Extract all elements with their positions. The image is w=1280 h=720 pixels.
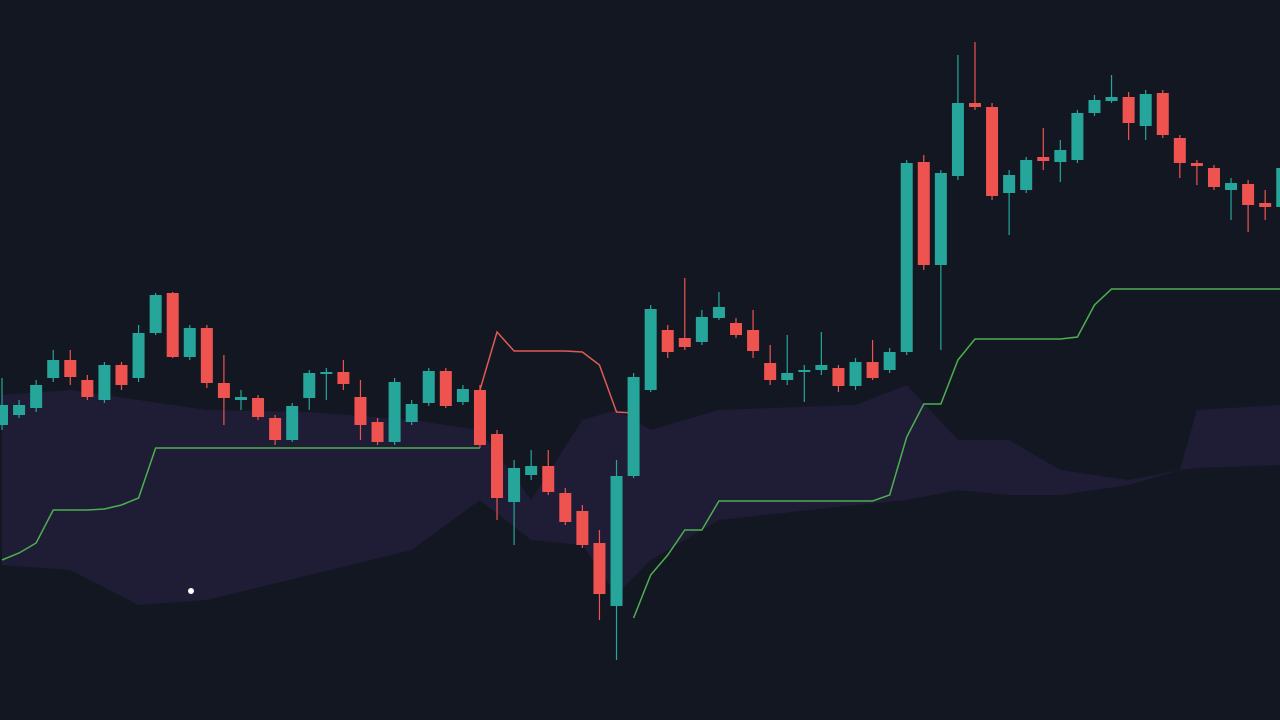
line-layer bbox=[1, 288, 1280, 619]
candle-body bbox=[1139, 94, 1152, 126]
candle-body bbox=[132, 333, 145, 378]
candle-body bbox=[286, 406, 299, 440]
candle-body bbox=[1122, 97, 1135, 123]
candle-body bbox=[593, 543, 606, 594]
candle-body bbox=[234, 397, 247, 400]
candle-body bbox=[695, 317, 708, 342]
candle-body bbox=[115, 365, 128, 385]
candle-body bbox=[354, 397, 367, 425]
candle-layer bbox=[0, 42, 1280, 660]
candle-body bbox=[525, 466, 538, 475]
candle-body bbox=[1020, 160, 1033, 190]
candle-body bbox=[798, 370, 811, 372]
candle-body bbox=[1225, 183, 1238, 190]
candle-body bbox=[644, 309, 657, 390]
candle-body bbox=[1156, 93, 1169, 135]
candle-body bbox=[456, 389, 469, 402]
candle-body bbox=[508, 468, 521, 502]
candle-body bbox=[337, 372, 350, 384]
candle-body bbox=[712, 307, 725, 318]
candle-body bbox=[951, 103, 964, 176]
candle-body bbox=[405, 404, 418, 422]
candle-body bbox=[542, 466, 555, 492]
candle-body bbox=[81, 380, 94, 397]
candle-body bbox=[866, 362, 879, 378]
candle-body bbox=[217, 383, 230, 398]
indicator-line bbox=[1, 288, 1280, 619]
candle-body bbox=[917, 162, 930, 265]
candle-body bbox=[1190, 163, 1203, 166]
candle-body bbox=[183, 328, 196, 357]
candle-body bbox=[968, 103, 981, 107]
candle-body bbox=[30, 385, 43, 408]
candle-body bbox=[13, 405, 26, 415]
candle-body bbox=[747, 330, 760, 351]
candle-body bbox=[1207, 168, 1220, 187]
candle-body bbox=[832, 368, 845, 386]
candle-body bbox=[883, 352, 896, 370]
candle-body bbox=[849, 362, 862, 386]
candle-body bbox=[491, 434, 504, 498]
candle-body bbox=[781, 373, 794, 380]
candle-body bbox=[303, 373, 316, 398]
candle-body bbox=[1242, 184, 1255, 205]
candle-body bbox=[473, 390, 486, 445]
candle-body bbox=[1105, 97, 1118, 101]
candle-body bbox=[371, 422, 384, 442]
candle-body bbox=[986, 107, 999, 196]
candle-body bbox=[422, 371, 435, 403]
candle-body bbox=[166, 293, 179, 357]
candle-body bbox=[149, 295, 162, 333]
candle-body bbox=[764, 363, 777, 380]
candle-body bbox=[252, 398, 265, 417]
candle-body bbox=[98, 365, 111, 400]
candle-body bbox=[47, 360, 60, 378]
candle-body bbox=[269, 418, 282, 440]
candle-body bbox=[1071, 113, 1084, 160]
candle-body bbox=[1088, 100, 1101, 113]
candle-body bbox=[627, 377, 640, 476]
candle-body bbox=[0, 405, 8, 425]
candle-body bbox=[320, 372, 333, 374]
candle-body bbox=[576, 511, 589, 545]
candle-body bbox=[661, 330, 674, 352]
candle-body bbox=[1259, 203, 1272, 207]
candle-body bbox=[388, 382, 401, 442]
candle-body bbox=[64, 360, 77, 377]
candle-body bbox=[1037, 157, 1050, 161]
candle-body bbox=[439, 371, 452, 406]
candle-body bbox=[610, 476, 623, 606]
cloud bbox=[2, 385, 1280, 605]
candle-body bbox=[730, 323, 743, 335]
candle-body bbox=[1054, 150, 1067, 162]
candle-body bbox=[900, 163, 913, 352]
candle-body bbox=[1173, 138, 1186, 163]
candle-body bbox=[1003, 175, 1016, 193]
candle-body bbox=[678, 338, 691, 347]
candle-body bbox=[200, 328, 213, 383]
cloud-layer bbox=[2, 385, 1280, 605]
indicator-line bbox=[479, 330, 634, 414]
cursor bbox=[188, 588, 194, 594]
candle-body bbox=[934, 173, 947, 265]
candle-body bbox=[1276, 168, 1280, 207]
candle-body bbox=[559, 493, 572, 522]
candle-body bbox=[815, 365, 828, 370]
